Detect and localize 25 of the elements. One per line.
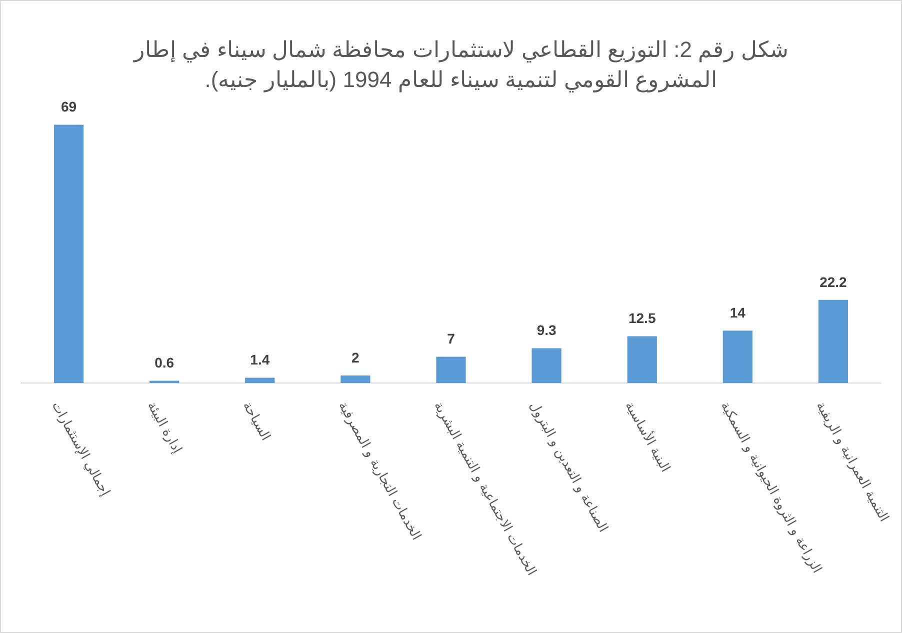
- bar: [722, 330, 752, 383]
- bar: [818, 300, 848, 383]
- data-label: 69: [60, 98, 77, 115]
- x-tick-label: التنمية العمرانية و الريفية: [812, 399, 892, 524]
- data-label: 9.3: [536, 322, 556, 338]
- x-tick-label: إجمالي الإستثمارات: [48, 399, 112, 499]
- data-label: 12.5: [628, 310, 656, 326]
- bar: [532, 348, 562, 383]
- bar: [436, 356, 466, 383]
- data-label: 7: [447, 330, 456, 347]
- chart-title: شكل رقم 2: التوزيع القطاعي لاستثمارات محافظة شمال سيناء في إطار المشروع القومي لتنمية سيناء للعام 1994 (بالمليار جنيه).: [132, 36, 790, 94]
- data-label: 2: [352, 349, 360, 366]
- bar: [627, 336, 657, 383]
- data-label: 22.2: [820, 274, 848, 290]
- x-tick-label: الخدمات التجارية و المصرفية: [334, 399, 424, 543]
- data-label: 0.6: [154, 354, 174, 371]
- data-label: 1.4: [250, 352, 270, 368]
- data-label: 14: [730, 304, 746, 320]
- bar: [54, 124, 84, 383]
- bar: [340, 376, 370, 383]
- x-tick-label: البنية الأساسية: [622, 398, 674, 475]
- x-tick-label: الصناعة و التعدين و البترول: [526, 399, 610, 535]
- x-tick-label: إدارة البيئة: [144, 399, 184, 456]
- x-tick-label: السياحة: [239, 399, 273, 444]
- bar: [245, 378, 275, 383]
